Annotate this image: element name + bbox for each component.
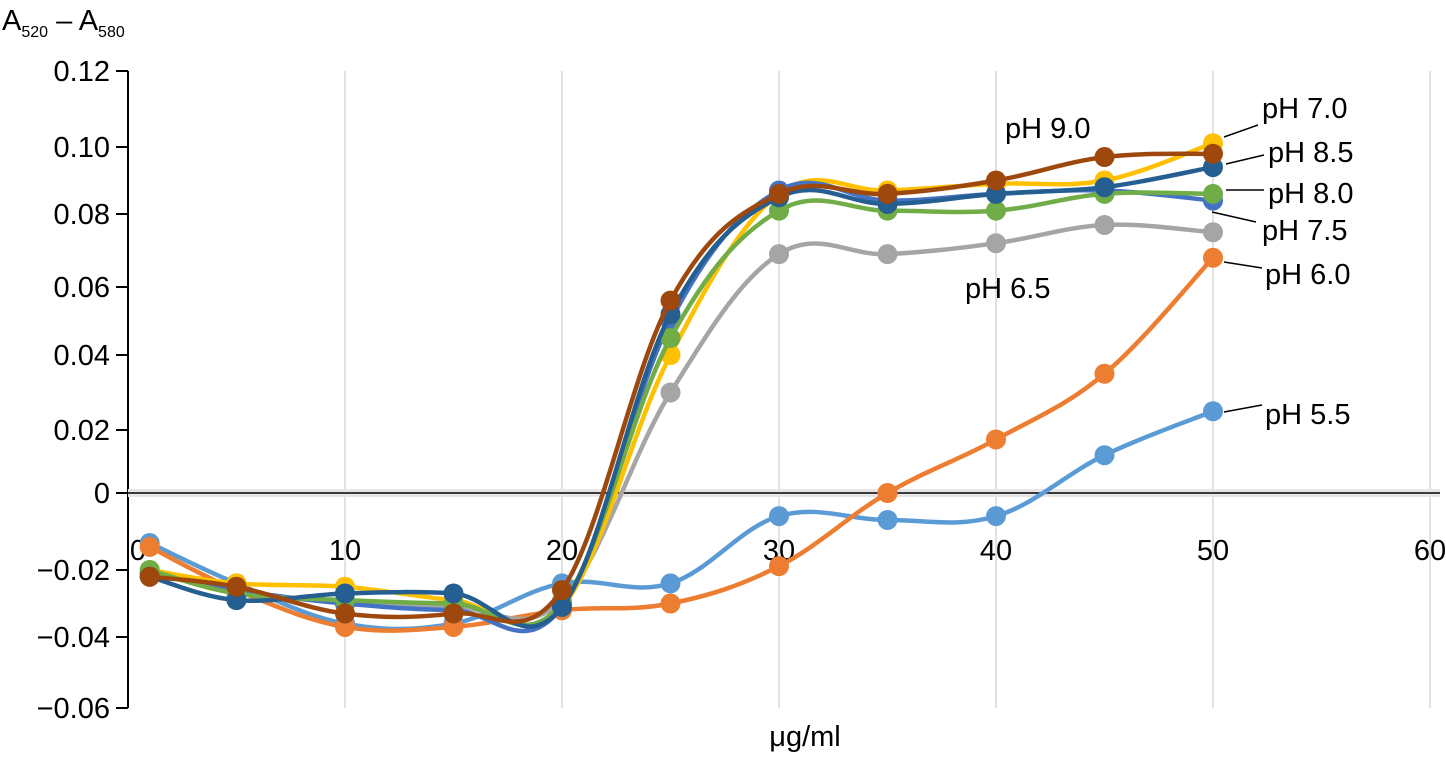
- data-point: [986, 233, 1006, 254]
- data-point: [1094, 363, 1115, 384]
- data-point: [1203, 222, 1223, 243]
- data-point: [660, 593, 681, 614]
- data-point: [769, 556, 789, 577]
- series-group: [139, 133, 1223, 637]
- label-leader-line: [1225, 154, 1265, 165]
- data-point: [986, 170, 1006, 191]
- series-ph-9-0: [139, 143, 1223, 624]
- series-label: pH 8.0: [1268, 178, 1353, 210]
- series-label: pH 5.5: [1265, 399, 1350, 431]
- y-tick-label: 0.04: [54, 340, 110, 372]
- y-tick-label: −0.06: [37, 693, 110, 725]
- x-tick-label: 20: [546, 535, 578, 567]
- data-point: [1203, 247, 1223, 268]
- data-point: [877, 483, 898, 503]
- data-point: [335, 583, 355, 604]
- y-tick-label: −0.04: [37, 622, 110, 654]
- data-point: [1203, 401, 1223, 422]
- label-leader-line: [1223, 124, 1259, 138]
- y-tick-label: 0.12: [54, 56, 110, 88]
- x-axis-title: μg/ml: [769, 721, 841, 753]
- series-ph-8-5: [139, 157, 1223, 629]
- series-label: pH 9.0: [1005, 113, 1090, 145]
- y-title-a1: A: [2, 5, 22, 37]
- y-title-dash: –: [48, 5, 79, 37]
- series-line: [149, 151, 1214, 624]
- series-line: [149, 141, 1214, 628]
- data-point: [1094, 147, 1115, 168]
- series-ph-6-5: [139, 214, 1223, 622]
- series-line: [149, 164, 1214, 629]
- data-point: [139, 536, 160, 557]
- y-tick-label: 0.02: [54, 415, 110, 447]
- data-point: [986, 200, 1006, 221]
- data-point: [986, 429, 1006, 450]
- data-point: [1094, 177, 1115, 198]
- label-leader-line: [1211, 211, 1257, 223]
- y-tick-label: −0.02: [37, 555, 110, 587]
- label-leader-line: [1223, 404, 1263, 413]
- data-point: [769, 244, 789, 265]
- data-point: [660, 328, 681, 348]
- y-title-sub2: 580: [98, 24, 125, 41]
- data-point: [443, 603, 464, 624]
- data-point: [769, 506, 789, 527]
- y-tick-label: 0.06: [54, 272, 110, 304]
- label-leader-line: [1223, 261, 1263, 269]
- data-point: [660, 382, 681, 403]
- series-line: [148, 256, 1215, 633]
- data-point: [986, 506, 1006, 527]
- series-label: pH 6.0: [1265, 259, 1350, 291]
- y-tick-label: 0: [94, 478, 110, 510]
- data-point: [660, 573, 681, 594]
- series-label: pH 7.0: [1262, 93, 1347, 125]
- data-point: [552, 580, 572, 601]
- data-point: [877, 244, 898, 265]
- series-label: pH 7.5: [1262, 215, 1347, 247]
- data-point: [335, 603, 355, 624]
- data-point: [769, 183, 789, 204]
- series-label: pH 8.5: [1268, 137, 1353, 169]
- y-tick-label: 0.08: [54, 199, 110, 231]
- x-tick-label: 60: [1414, 535, 1446, 567]
- data-point: [226, 576, 247, 597]
- x-tick-label: 40: [980, 535, 1012, 567]
- x-tick-label: 10: [329, 535, 361, 567]
- y-axis-title: A520 – A580: [2, 5, 125, 41]
- data-point: [660, 290, 681, 311]
- axes: 0.12 0.10 0.08 0.06 0.04 0.02 0 −0.02 −0.04 −0.06…: [37, 56, 1446, 725]
- y-title-a2: A: [79, 5, 99, 37]
- data-point: [1094, 445, 1115, 466]
- y-tick-label: 0.10: [54, 132, 110, 164]
- series-labels: pH 5.5 pH 6.0 pH 6.5 pH 7.0 pH 7.5 pH 8.0 pH 8…: [965, 93, 1353, 431]
- series-label: pH 6.5: [965, 273, 1050, 305]
- data-point: [1203, 183, 1223, 204]
- data-point: [552, 596, 572, 617]
- data-point: [443, 583, 464, 604]
- data-point: [139, 566, 160, 587]
- x-tick-label: 50: [1197, 535, 1229, 567]
- data-point: [877, 183, 898, 204]
- y-title-sub1: 520: [21, 24, 48, 41]
- data-point: [877, 509, 898, 530]
- data-point: [1203, 143, 1223, 164]
- data-point: [1094, 214, 1115, 235]
